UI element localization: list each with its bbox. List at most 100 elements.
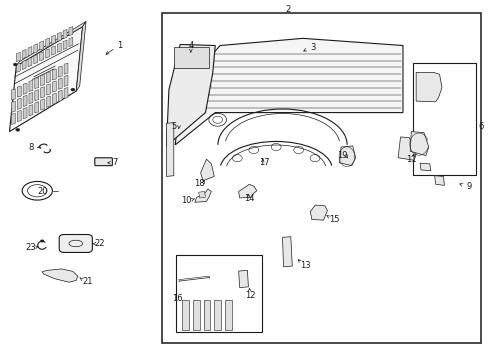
Polygon shape: [40, 41, 43, 50]
Polygon shape: [69, 37, 73, 46]
Polygon shape: [69, 27, 73, 36]
Polygon shape: [41, 75, 44, 86]
Polygon shape: [58, 66, 62, 77]
Text: 7: 7: [112, 158, 118, 167]
Bar: [161, 13, 480, 343]
Polygon shape: [57, 43, 61, 52]
Polygon shape: [42, 269, 78, 282]
Polygon shape: [23, 83, 27, 94]
Polygon shape: [397, 137, 415, 160]
Polygon shape: [51, 46, 55, 55]
Polygon shape: [238, 184, 256, 198]
Polygon shape: [64, 75, 68, 86]
Bar: [173, 47, 208, 68]
Polygon shape: [57, 32, 61, 41]
Polygon shape: [175, 39, 402, 145]
Bar: [412, 63, 475, 175]
Text: 9: 9: [465, 182, 470, 191]
Polygon shape: [34, 44, 38, 53]
Polygon shape: [17, 98, 21, 109]
Polygon shape: [11, 101, 15, 112]
Text: 4: 4: [188, 41, 193, 50]
Bar: [192, 301, 199, 330]
Polygon shape: [46, 72, 50, 83]
Text: 12: 12: [244, 291, 255, 300]
Polygon shape: [22, 49, 26, 59]
Polygon shape: [52, 81, 56, 92]
FancyBboxPatch shape: [59, 234, 92, 252]
Polygon shape: [200, 159, 214, 181]
Text: 17: 17: [258, 158, 269, 167]
Polygon shape: [16, 52, 20, 62]
Circle shape: [71, 88, 75, 91]
Circle shape: [40, 239, 44, 242]
Text: 23: 23: [25, 243, 36, 252]
Polygon shape: [29, 80, 33, 91]
Polygon shape: [35, 102, 39, 113]
Polygon shape: [11, 113, 15, 125]
Text: 3: 3: [309, 43, 315, 52]
Text: 16: 16: [172, 294, 183, 303]
Polygon shape: [17, 86, 21, 97]
Polygon shape: [52, 69, 56, 80]
Polygon shape: [58, 90, 62, 102]
Polygon shape: [419, 163, 430, 171]
Polygon shape: [198, 192, 205, 198]
FancyBboxPatch shape: [95, 158, 112, 166]
Polygon shape: [282, 237, 292, 267]
Polygon shape: [35, 90, 39, 101]
Polygon shape: [339, 146, 355, 166]
Text: 11: 11: [405, 155, 416, 164]
Text: 6: 6: [477, 122, 483, 131]
Bar: [203, 301, 210, 330]
Text: 1: 1: [117, 41, 122, 50]
Polygon shape: [34, 54, 38, 64]
Circle shape: [16, 129, 20, 131]
Text: 5: 5: [171, 122, 176, 131]
Polygon shape: [58, 78, 62, 89]
Polygon shape: [22, 60, 26, 69]
Polygon shape: [63, 40, 67, 49]
Polygon shape: [28, 46, 32, 56]
Polygon shape: [40, 51, 43, 61]
Polygon shape: [16, 22, 86, 66]
Polygon shape: [46, 96, 50, 107]
Bar: [182, 301, 188, 330]
Text: 20: 20: [37, 187, 47, 196]
Text: 15: 15: [329, 215, 339, 224]
Polygon shape: [415, 72, 441, 102]
Polygon shape: [64, 63, 68, 74]
Text: 14: 14: [244, 194, 254, 203]
Polygon shape: [17, 111, 21, 122]
Polygon shape: [45, 38, 49, 47]
Polygon shape: [409, 132, 428, 156]
Polygon shape: [41, 87, 44, 98]
Text: 2: 2: [285, 5, 290, 14]
Polygon shape: [35, 77, 39, 89]
Polygon shape: [64, 87, 68, 99]
Bar: [176, 255, 261, 332]
Polygon shape: [29, 105, 33, 116]
Polygon shape: [310, 205, 327, 220]
Polygon shape: [166, 123, 173, 176]
Text: 22: 22: [94, 239, 104, 248]
Text: 13: 13: [300, 261, 310, 270]
Text: 18: 18: [194, 179, 204, 188]
Polygon shape: [28, 57, 32, 67]
Polygon shape: [52, 93, 56, 104]
Polygon shape: [29, 93, 33, 104]
Text: 10: 10: [181, 196, 191, 205]
Bar: [224, 301, 231, 330]
Polygon shape: [23, 108, 27, 119]
Polygon shape: [41, 99, 44, 110]
Polygon shape: [23, 95, 27, 107]
Polygon shape: [9, 27, 82, 132]
Polygon shape: [16, 63, 20, 72]
Polygon shape: [76, 22, 86, 91]
Polygon shape: [51, 35, 55, 44]
Text: 19: 19: [336, 151, 346, 160]
Polygon shape: [238, 270, 248, 288]
Polygon shape: [434, 176, 444, 185]
Text: 21: 21: [82, 276, 93, 285]
Polygon shape: [63, 30, 67, 39]
